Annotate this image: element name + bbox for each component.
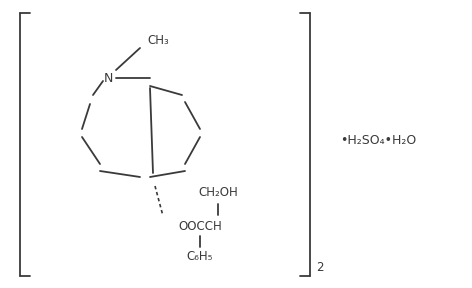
Text: OOCCH: OOCCH — [178, 219, 222, 232]
Text: 2: 2 — [316, 261, 323, 274]
Text: •H₂SO₄•H₂O: •H₂SO₄•H₂O — [340, 134, 416, 147]
Text: CH₂OH: CH₂OH — [198, 187, 238, 200]
Text: CH₃: CH₃ — [147, 33, 169, 46]
Text: N: N — [103, 71, 113, 84]
Text: C₆H₅: C₆H₅ — [187, 249, 213, 262]
